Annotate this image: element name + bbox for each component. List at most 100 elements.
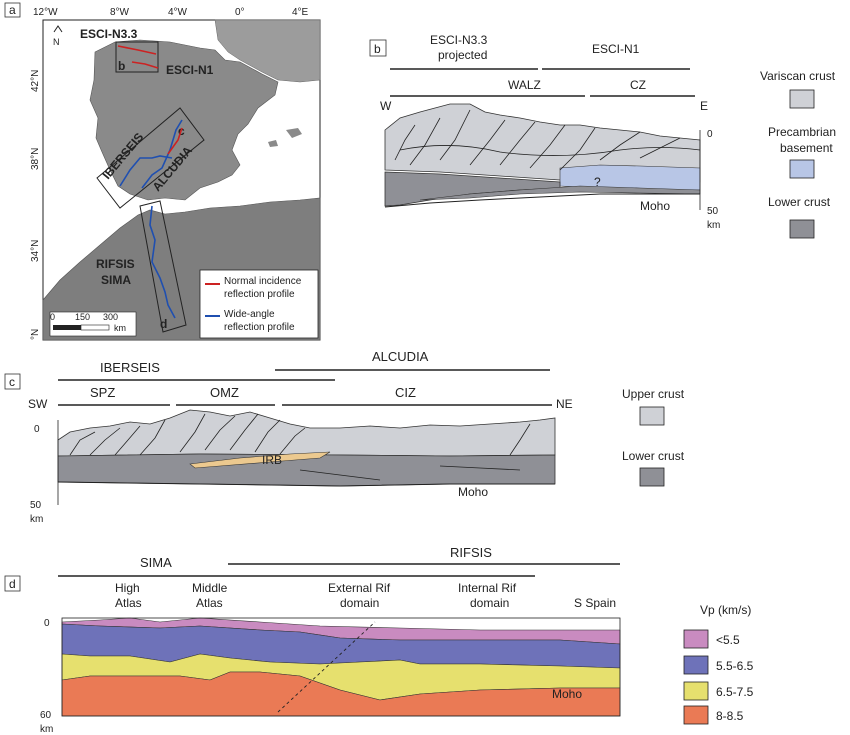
iberia-landmass <box>89 39 279 201</box>
france-landmass <box>214 19 321 83</box>
d-legend-vp1: <5.5 <box>716 633 740 647</box>
lat-tick-30n: °N <box>30 329 41 340</box>
b-depth-km: km <box>707 220 720 231</box>
c-irb-body <box>189 451 331 469</box>
d-middle-line2: Atlas <box>196 596 223 610</box>
panel-a-letter-box <box>4 2 21 18</box>
label-sima: SIMA <box>101 273 131 287</box>
b-thrust-lines <box>394 109 701 171</box>
c-legend: Upper crust Lower crust <box>622 387 685 487</box>
lat-tick-34n: 34°N <box>30 240 41 262</box>
b-legend-variscan-swatch <box>789 89 815 109</box>
balearic-island <box>286 128 302 138</box>
d-moho-label: Moho <box>552 687 582 701</box>
d-legend: Vp (km/s) <5.5 5.5-6.5 6.5-7.5 8-8.5 <box>683 603 754 725</box>
d-int-line1: Internal Rif <box>458 581 517 595</box>
c-irb-label: IRB <box>262 453 282 467</box>
box-b <box>115 41 159 73</box>
d-ext-line1: External Rif <box>328 581 391 595</box>
b-east-label: E <box>700 99 708 113</box>
d-depth-60: 60 <box>40 710 52 721</box>
c-upper-crust <box>57 409 556 457</box>
box-d-label: d <box>160 317 167 331</box>
d-sima-label: SIMA <box>140 555 172 570</box>
d-section-frame <box>61 617 621 717</box>
scale-tick-0: 0 <box>50 312 55 322</box>
box-b-label: b <box>118 59 125 73</box>
d-middle-line1: Middle <box>192 581 228 595</box>
b-legend-pre-line2: basement <box>780 141 833 155</box>
d-legend-vp1-swatch <box>683 629 709 649</box>
c-depth-50: 50 <box>30 500 42 511</box>
c-moho-line <box>57 481 555 487</box>
lon-tick-4e: 4°E <box>292 7 309 18</box>
b-legend: Variscan crust Precambrian basement Lowe… <box>760 69 836 239</box>
c-iberseis-label: IBERSEIS <box>100 360 160 375</box>
d-legend-vp2: 5.5-6.5 <box>716 659 754 673</box>
scale-bar: 0 150 300 km <box>49 311 137 337</box>
panel-c-letter: c <box>9 375 15 389</box>
d-high-line1: High <box>115 581 140 595</box>
c-legend-lower: Lower crust <box>622 449 685 463</box>
d-legend-vp3-swatch <box>683 681 709 701</box>
box-d <box>139 200 187 333</box>
scale-unit: km <box>114 323 126 333</box>
lat-tick-42n: 42°N <box>30 70 41 92</box>
panel-b: b ESCI-N3.3 projected ESCI-N1 WALZ CZ W … <box>369 33 836 239</box>
d-ext-line2: domain <box>340 596 379 610</box>
alcudia-normal-profile <box>167 127 183 155</box>
d-depth-km: km <box>40 724 53 735</box>
scale-tick-300: 300 <box>103 312 118 322</box>
c-ciz-label: CIZ <box>395 385 416 400</box>
scale-tick-150: 150 <box>75 312 90 322</box>
map-legend: Normal incidence reflection profile Wide… <box>199 269 319 339</box>
d-legend-vp4: 8-8.5 <box>716 709 744 723</box>
b-legend-pre-swatch <box>789 159 815 179</box>
b-depth-50: 50 <box>707 206 719 217</box>
b-moho-line <box>384 193 700 208</box>
d-int-line2: domain <box>470 596 509 610</box>
legend-normal-line2: reflection profile <box>224 289 295 300</box>
d-legend-vp3: 6.5-7.5 <box>716 685 754 699</box>
b-cz-label: CZ <box>630 78 646 92</box>
panel-c-letter-box <box>4 373 21 390</box>
label-rifsis: RIFSIS <box>96 257 135 271</box>
b-legend-lower: Lower crust <box>768 195 831 209</box>
b-moho-label: Moho <box>640 199 670 213</box>
legend-wide-line2: reflection profile <box>224 322 295 333</box>
panel-b-letter: b <box>374 42 381 56</box>
lon-tick-12w: 12°W <box>33 7 58 18</box>
c-moho-label: Moho <box>458 485 488 499</box>
north-label: N <box>53 37 60 47</box>
d-rifsis-label: RIFSIS <box>450 545 492 560</box>
b-west-label: W <box>380 99 392 113</box>
b-legend-variscan: Variscan crust <box>760 69 836 83</box>
panel-d-letter-box <box>4 575 21 592</box>
panel-c: c IBERSEIS ALCUDIA SPZ OMZ CIZ SW NE IRB <box>4 349 685 525</box>
d-legend-vp4-swatch <box>683 705 709 725</box>
balearic-island-2 <box>268 140 278 147</box>
d-high-line2: Atlas <box>115 596 142 610</box>
b-question-mark: ? <box>594 175 601 189</box>
panel-a-letter: a <box>9 3 16 17</box>
lat-tick-38n: 38°N <box>30 148 41 170</box>
label-escin33: ESCI-N3.3 <box>80 27 138 41</box>
lon-tick-4w: 4°W <box>168 7 188 18</box>
c-depth-km: km <box>30 514 43 525</box>
d-depth-0: 0 <box>44 618 50 629</box>
d-legend-vp2-swatch <box>683 655 709 675</box>
c-alcudia-label: ALCUDIA <box>372 349 429 364</box>
lon-tick-0: 0° <box>235 7 245 18</box>
b-escin33-line1: ESCI-N3.3 <box>430 33 488 47</box>
box-c <box>96 107 205 209</box>
b-legend-lower-swatch <box>789 219 815 239</box>
panel-b-letter-box <box>369 39 387 57</box>
b-walz-label: WALZ <box>508 78 541 92</box>
panel-d-letter: d <box>9 577 16 591</box>
legend-normal-line1: Normal incidence <box>224 276 302 287</box>
b-depth-0: 0 <box>707 129 713 140</box>
d-sspain-label: S Spain <box>574 596 616 610</box>
c-legend-upper-swatch <box>639 406 665 426</box>
north-arrow-icon: N <box>53 25 63 47</box>
